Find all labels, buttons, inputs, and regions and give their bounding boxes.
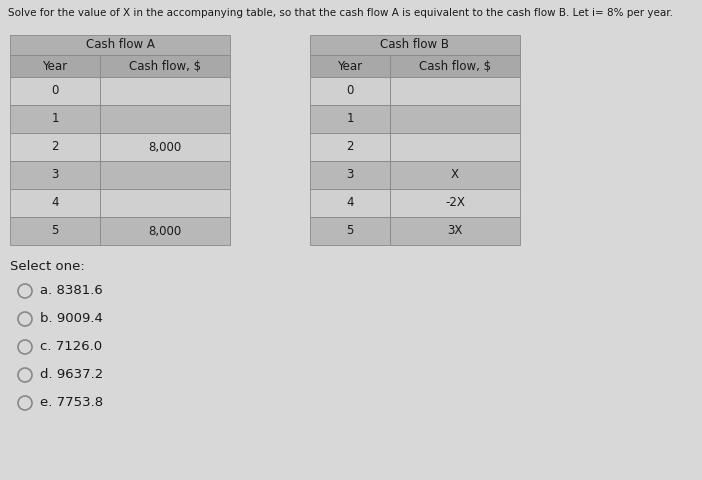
Text: e. 7753.8: e. 7753.8 — [40, 396, 103, 409]
Bar — [310, 189, 390, 217]
Text: -2X: -2X — [445, 196, 465, 209]
Text: Year: Year — [42, 60, 67, 72]
Text: b. 9009.4: b. 9009.4 — [40, 312, 103, 325]
Text: 1: 1 — [346, 112, 354, 125]
Bar — [100, 105, 230, 133]
Bar — [100, 161, 230, 189]
Text: Cash flow B: Cash flow B — [380, 38, 449, 51]
Bar — [310, 77, 390, 105]
Text: Cash flow A: Cash flow A — [86, 38, 154, 51]
Text: 8,000: 8,000 — [148, 141, 182, 154]
Bar — [390, 55, 520, 77]
Bar — [100, 189, 230, 217]
Bar — [390, 161, 520, 189]
Text: 8,000: 8,000 — [148, 225, 182, 238]
Bar — [310, 161, 390, 189]
Bar — [10, 55, 100, 77]
Bar — [10, 217, 100, 245]
Bar — [310, 217, 390, 245]
Text: a. 8381.6: a. 8381.6 — [40, 285, 102, 298]
Text: 2: 2 — [51, 141, 59, 154]
Bar — [100, 77, 230, 105]
Text: Year: Year — [338, 60, 362, 72]
Text: Cash flow, $: Cash flow, $ — [419, 60, 491, 72]
Bar — [10, 35, 230, 55]
Text: 3X: 3X — [447, 225, 463, 238]
Text: c. 7126.0: c. 7126.0 — [40, 340, 102, 353]
Text: X: X — [451, 168, 459, 181]
Bar — [10, 133, 100, 161]
Bar — [390, 217, 520, 245]
Bar — [390, 133, 520, 161]
Bar — [10, 105, 100, 133]
Bar — [10, 189, 100, 217]
Text: 1: 1 — [51, 112, 59, 125]
Bar — [10, 161, 100, 189]
Text: d. 9637.2: d. 9637.2 — [40, 369, 103, 382]
Bar — [100, 133, 230, 161]
Bar — [390, 77, 520, 105]
Text: 0: 0 — [346, 84, 354, 97]
Bar — [310, 133, 390, 161]
Bar — [10, 77, 100, 105]
Bar — [100, 217, 230, 245]
Bar — [100, 55, 230, 77]
Text: Solve for the value of X in the accompanying table, so that the cash flow A is e: Solve for the value of X in the accompan… — [8, 8, 673, 18]
Bar — [310, 105, 390, 133]
Bar — [390, 189, 520, 217]
Bar — [310, 35, 520, 55]
Text: 3: 3 — [346, 168, 354, 181]
Text: 0: 0 — [51, 84, 59, 97]
Text: 3: 3 — [51, 168, 59, 181]
Bar — [390, 105, 520, 133]
Text: Select one:: Select one: — [10, 260, 85, 273]
Text: 4: 4 — [51, 196, 59, 209]
Text: 5: 5 — [346, 225, 354, 238]
Bar — [310, 55, 390, 77]
Text: 2: 2 — [346, 141, 354, 154]
Text: 5: 5 — [51, 225, 59, 238]
Text: Cash flow, $: Cash flow, $ — [129, 60, 201, 72]
Text: 4: 4 — [346, 196, 354, 209]
